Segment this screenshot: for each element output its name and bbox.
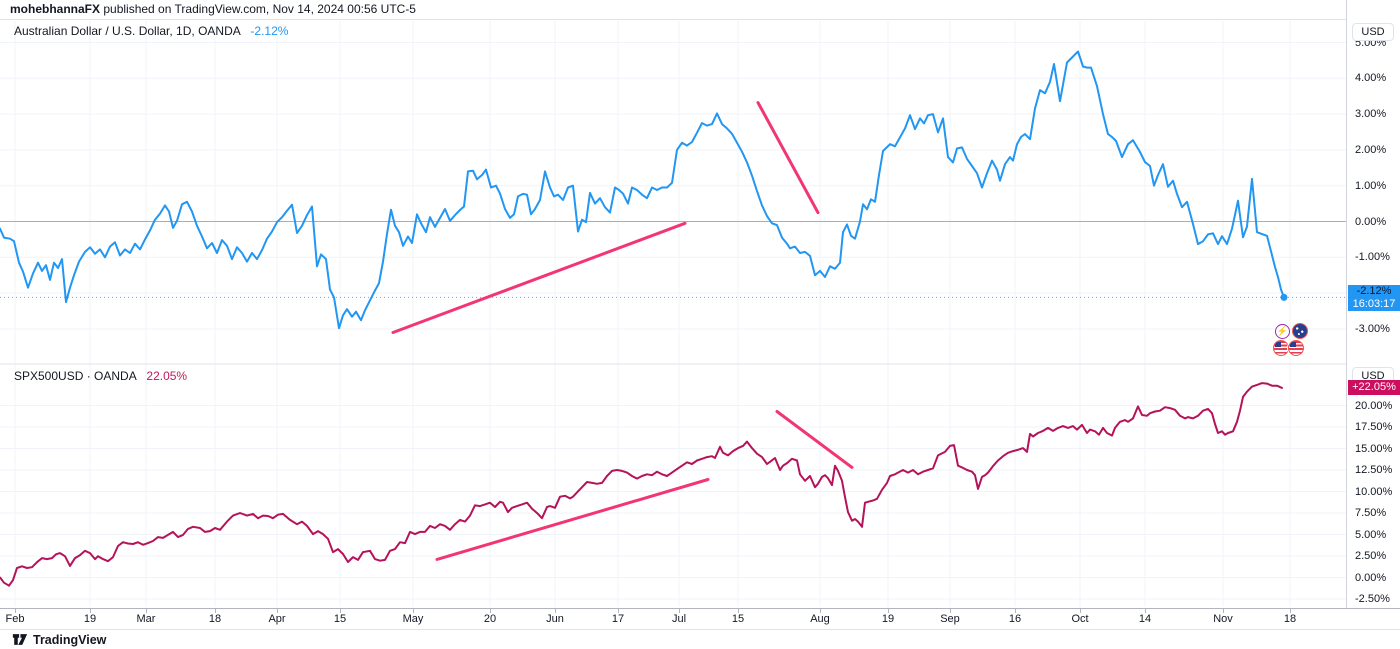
- event-markers: ⚡: [1272, 322, 1312, 358]
- time-tick-mark: [738, 609, 739, 613]
- time-tick-label: May: [402, 613, 424, 625]
- price-tick-label: 15.00%: [1355, 442, 1393, 455]
- time-tick-label: Sep: [940, 613, 960, 625]
- price-tick-label: 1.00%: [1355, 179, 1387, 192]
- time-tick-label: 18: [1283, 613, 1297, 625]
- economic-event-icon[interactable]: ⚡: [1275, 324, 1290, 339]
- price-tick-label: 0.00%: [1355, 571, 1387, 584]
- currency-toggle-top[interactable]: USD: [1352, 23, 1394, 41]
- audusd-last-value: -2.12%: [1356, 285, 1392, 297]
- chart-plot-canvas[interactable]: [0, 0, 1346, 608]
- price-tick-label: 7.50%: [1355, 507, 1387, 519]
- price-tick-label: -1.00%: [1355, 251, 1390, 264]
- time-tick-mark: [618, 609, 619, 613]
- publish-info-text: published on TradingView.com, Nov 14, 20…: [100, 2, 416, 16]
- time-tick-label: Feb: [5, 613, 25, 625]
- time-tick-mark: [1145, 609, 1146, 613]
- time-tick-mark: [820, 609, 821, 613]
- price-tick-label: 5.00%: [1355, 528, 1387, 541]
- legend-audusd[interactable]: Australian Dollar / U.S. Dollar, 1D, OAN…: [14, 24, 288, 38]
- time-tick-mark: [950, 609, 951, 613]
- time-tick-mark: [146, 609, 147, 613]
- symbol-title-spx500[interactable]: SPX500USD · OANDA: [14, 369, 137, 383]
- time-tick-label: Jun: [546, 613, 564, 625]
- price-tick-label: -3.00%: [1355, 322, 1390, 335]
- spx500-line-series: [0, 382, 1283, 587]
- price-tick-label: 17.50%: [1355, 421, 1393, 433]
- audusd-line-series: [0, 50, 1285, 330]
- time-tick-mark: [490, 609, 491, 613]
- time-tick-mark: [679, 609, 680, 613]
- audusd-bar-countdown: 16:03:17: [1352, 298, 1396, 310]
- time-tick-label: 19: [83, 613, 97, 625]
- audusd-last-price-label: -2.12% 16:03:17: [1348, 285, 1400, 311]
- time-tick-label: 17: [611, 613, 625, 625]
- tradingview-logo-text[interactable]: TradingView: [33, 632, 107, 647]
- time-tick-mark: [1223, 609, 1224, 613]
- time-tick-label: Mar: [136, 613, 156, 625]
- time-tick-mark: [215, 609, 216, 613]
- time-tick-label: Oct: [1071, 613, 1089, 625]
- time-tick-mark: [555, 609, 556, 613]
- time-tick-label: Apr: [268, 613, 286, 625]
- us-flag-icon[interactable]: [1273, 340, 1289, 356]
- time-tick-label: 15: [333, 613, 347, 625]
- time-tick-label: Jul: [671, 613, 687, 625]
- trendline-drawing: [435, 478, 710, 561]
- time-tick-mark: [1080, 609, 1081, 613]
- australia-flag-icon[interactable]: [1292, 323, 1308, 339]
- symbol-change-spx500: 22.05%: [146, 369, 188, 383]
- price-tick-label: 2.50%: [1355, 550, 1387, 562]
- price-tick-label: 2.00%: [1355, 143, 1387, 156]
- time-tick-mark: [888, 609, 889, 613]
- price-tick-label: 0.00%: [1355, 215, 1387, 228]
- trendline-drawing: [391, 221, 687, 334]
- time-tick-mark: [90, 609, 91, 613]
- time-tick-label: 20: [483, 613, 497, 625]
- time-tick-label: 19: [881, 613, 895, 625]
- time-tick-mark: [340, 609, 341, 613]
- trendline-drawing: [756, 101, 820, 215]
- price-tick-label: 20.00%: [1355, 399, 1393, 412]
- time-tick-label: Nov: [1213, 613, 1233, 625]
- symbol-change-audusd: -2.12%: [250, 24, 289, 38]
- time-tick-label: 14: [1138, 613, 1152, 625]
- time-tick-label: 18: [208, 613, 222, 625]
- publisher-username: mohebhannaFX: [10, 2, 101, 16]
- time-tick-label: 15: [731, 613, 745, 625]
- attribution-bar: TradingView: [0, 630, 1400, 649]
- publish-header: mohebhannaFX published on TradingView.co…: [0, 0, 1400, 20]
- legend-spx500[interactable]: SPX500USD · OANDA 22.05%: [14, 369, 187, 383]
- time-tick-label: 16: [1008, 613, 1022, 625]
- time-tick-mark: [15, 609, 16, 613]
- price-tick-label: 10.00%: [1355, 485, 1393, 498]
- tradingview-logo-icon[interactable]: [12, 633, 28, 646]
- price-tick-label: -2.50%: [1355, 593, 1390, 605]
- price-axis[interactable]: USD USD -2.12% 16:03:17 +22.05% 5.00% 4.0…: [1346, 0, 1400, 630]
- time-tick-mark: [277, 609, 278, 613]
- price-tick-label: 3.00%: [1355, 108, 1387, 121]
- time-tick-mark: [413, 609, 414, 613]
- last-price-marker: [1280, 293, 1288, 301]
- time-tick-mark: [1015, 609, 1016, 613]
- price-tick-label: 4.00%: [1355, 72, 1387, 85]
- price-tick-label: 12.50%: [1355, 464, 1393, 476]
- spx500-last-price-label: +22.05%: [1348, 380, 1400, 395]
- time-tick-label: Aug: [810, 613, 830, 625]
- time-tick-mark: [1290, 609, 1291, 613]
- us-flag-icon[interactable]: [1288, 340, 1304, 356]
- time-axis[interactable]: Feb 19 Mar 18 Apr 15 May 20 Jun 17 Jul 15 Aug 19 Sep 16…: [0, 608, 1400, 630]
- trendline-drawing: [775, 410, 854, 469]
- symbol-title-audusd[interactable]: Australian Dollar / U.S. Dollar, 1D, OAN…: [14, 24, 241, 38]
